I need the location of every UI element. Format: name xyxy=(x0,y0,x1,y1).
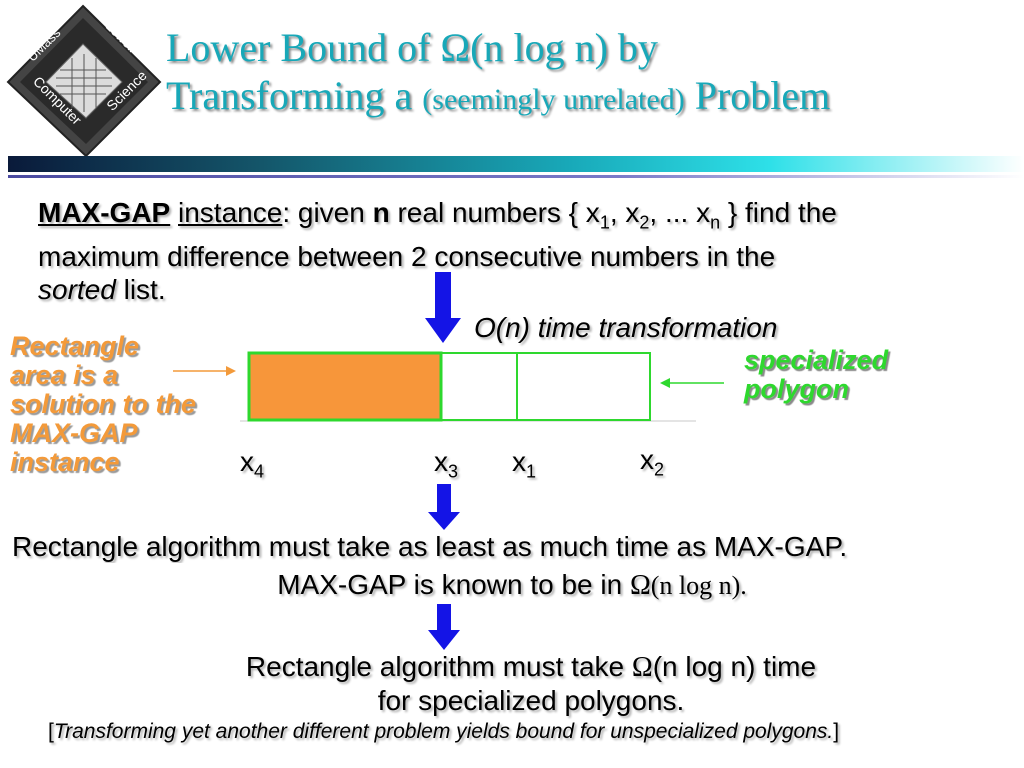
final-line-1: Rectangle algorithm must take Ω(n log n)… xyxy=(0,650,1024,684)
rectangle-area-note: Rectangle area is a solution to the MAX-… xyxy=(10,332,240,477)
green-pointer-arrow xyxy=(660,378,724,388)
point-sub: 2 xyxy=(654,459,665,480)
title-line2-suffix: Problem xyxy=(694,73,831,118)
conclusion-omega: Ω xyxy=(629,570,651,601)
final-line1-suffix: (n log n) time xyxy=(652,651,817,682)
point-label-x1: x1 xyxy=(512,446,536,483)
problem-sub-2: 2 xyxy=(639,212,650,233)
orange-pointer-arrow xyxy=(173,366,236,376)
problem-sub-1: 1 xyxy=(599,212,610,233)
title-divider xyxy=(8,156,1024,172)
footnote-text: Transforming yet another different probl… xyxy=(53,720,834,743)
final-line-2: for specialized polygons. xyxy=(377,685,685,716)
final-statement: Rectangle algorithm must take Ω(n log n)… xyxy=(0,650,1024,717)
down-arrow-1 xyxy=(425,272,461,343)
problem-comma-1: , x xyxy=(609,197,640,228)
title-line-2: Transforming a (seemingly unrelated) Pro… xyxy=(166,72,830,124)
problem-dots: , ... x xyxy=(649,197,711,228)
point-label-x3: x3 xyxy=(434,446,458,483)
title-line2-prefix: Transforming a xyxy=(166,73,413,118)
title-line1-suffix: (n log n) by xyxy=(470,25,658,70)
conclusion-line2-prefix: MAX-GAP is known to be in xyxy=(277,569,623,600)
conclusion-line2-suffix: (n log n). xyxy=(650,571,747,600)
conclusion-line-2: MAX-GAP is known to be in Ω(n log n). xyxy=(0,568,1024,602)
point-base: x xyxy=(640,444,654,475)
problem-given: : given xyxy=(282,197,365,228)
left-note-line-5: instance xyxy=(10,447,120,477)
right-note-line-1: specialized xyxy=(744,345,889,375)
point-base: x xyxy=(512,446,526,477)
left-note-line-4: MAX-GAP xyxy=(10,418,138,448)
problem-line-2: maximum difference between 2 consecutive… xyxy=(38,240,776,272)
footnote-close: ] xyxy=(833,720,840,743)
title-divider-thin xyxy=(8,175,1024,178)
point-base: x xyxy=(240,446,254,477)
point-label-x4: x4 xyxy=(240,446,264,483)
point-sub: 4 xyxy=(254,461,265,482)
point-label-x2: x2 xyxy=(640,444,664,481)
max-gap-rectangle xyxy=(247,351,443,422)
title-omega: Ω xyxy=(440,25,471,70)
transformation-label: O(n) time transformation xyxy=(474,312,778,343)
left-note-line-1: Rectangle xyxy=(10,331,140,361)
right-note-line-2: polygon xyxy=(744,374,849,404)
final-line1-prefix: Rectangle algorithm must take xyxy=(245,651,625,682)
down-arrow-2 xyxy=(428,484,460,530)
problem-sorted: sorted xyxy=(38,273,116,305)
problem-name: MAX-GAP xyxy=(38,197,171,228)
title-line1-prefix: Lower Bound of xyxy=(166,25,431,70)
point-sub: 3 xyxy=(448,461,459,482)
final-omega: Ω xyxy=(631,652,653,683)
left-note-line-3: solution to the xyxy=(10,389,196,419)
title-line-1: Lower Bound of Ω(n log n) by xyxy=(166,24,830,72)
problem-sub-n: n xyxy=(710,212,721,233)
problem-line-1: MAX-GAP instance: given n real numbers {… xyxy=(38,196,1018,240)
problem-statement: MAX-GAP instance: given n real numbers {… xyxy=(38,196,1018,306)
title-line2-paren: (seemingly unrelated) xyxy=(422,83,685,116)
slide-title: Lower Bound of Ω(n log n) by Transformin… xyxy=(166,24,830,124)
left-note-line-2: area is a xyxy=(10,360,119,390)
problem-list: list. xyxy=(123,273,166,305)
footnote: [Transforming yet another different prob… xyxy=(48,720,839,744)
problem-line-3: sorted list. xyxy=(38,273,1018,306)
point-sub: 1 xyxy=(526,461,537,482)
footnote-open: [ xyxy=(48,720,54,743)
problem-n: n xyxy=(372,197,390,228)
point-base: x xyxy=(434,446,448,477)
problem-real-numbers: real numbers { x xyxy=(397,197,600,228)
conclusion-line-1: Rectangle algorithm must take as least a… xyxy=(12,531,848,562)
problem-close: } find the xyxy=(727,197,837,228)
specialized-polygon xyxy=(440,352,651,421)
problem-instance: instance xyxy=(178,197,283,228)
umass-logo: UMass Lowell Computer Science xyxy=(0,0,166,160)
down-arrow-3 xyxy=(428,604,460,650)
specialized-polygon-note: specialized polygon xyxy=(744,346,964,404)
